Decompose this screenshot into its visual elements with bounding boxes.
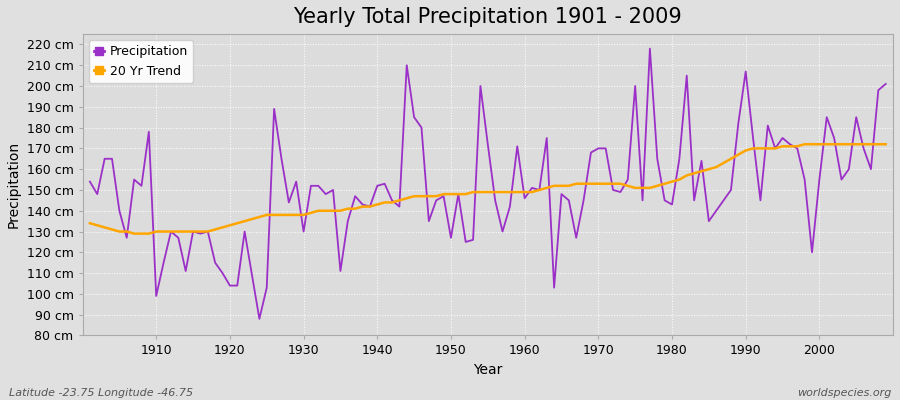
20 Yr Trend — [151, 229, 162, 234]
Precipitation — [143, 129, 154, 134]
Text: Latitude -23.75 Longitude -46.75: Latitude -23.75 Longitude -46.75 — [9, 388, 194, 398]
Line: 20 Yr Trend: 20 Yr Trend — [90, 144, 886, 234]
20 Yr Trend — [880, 142, 891, 147]
Precipitation — [313, 184, 324, 188]
20 Yr Trend — [519, 190, 530, 194]
20 Yr Trend — [313, 208, 324, 213]
Precipitation — [880, 82, 891, 86]
Line: Precipitation: Precipitation — [90, 49, 886, 319]
20 Yr Trend — [357, 204, 368, 209]
Y-axis label: Precipitation: Precipitation — [7, 141, 21, 228]
Text: worldspecies.org: worldspecies.org — [796, 388, 891, 398]
Precipitation — [526, 186, 537, 190]
20 Yr Trend — [85, 221, 95, 226]
Precipitation — [519, 196, 530, 201]
Legend: Precipitation, 20 Yr Trend: Precipitation, 20 Yr Trend — [89, 40, 194, 82]
20 Yr Trend — [615, 181, 626, 186]
Precipitation — [357, 202, 368, 207]
Precipitation — [644, 46, 655, 51]
Title: Yearly Total Precipitation 1901 - 2009: Yearly Total Precipitation 1901 - 2009 — [293, 7, 682, 27]
20 Yr Trend — [129, 231, 140, 236]
Precipitation — [615, 190, 626, 194]
Precipitation — [85, 179, 95, 184]
20 Yr Trend — [526, 190, 537, 194]
Precipitation — [254, 316, 265, 321]
20 Yr Trend — [799, 142, 810, 147]
X-axis label: Year: Year — [473, 363, 502, 377]
